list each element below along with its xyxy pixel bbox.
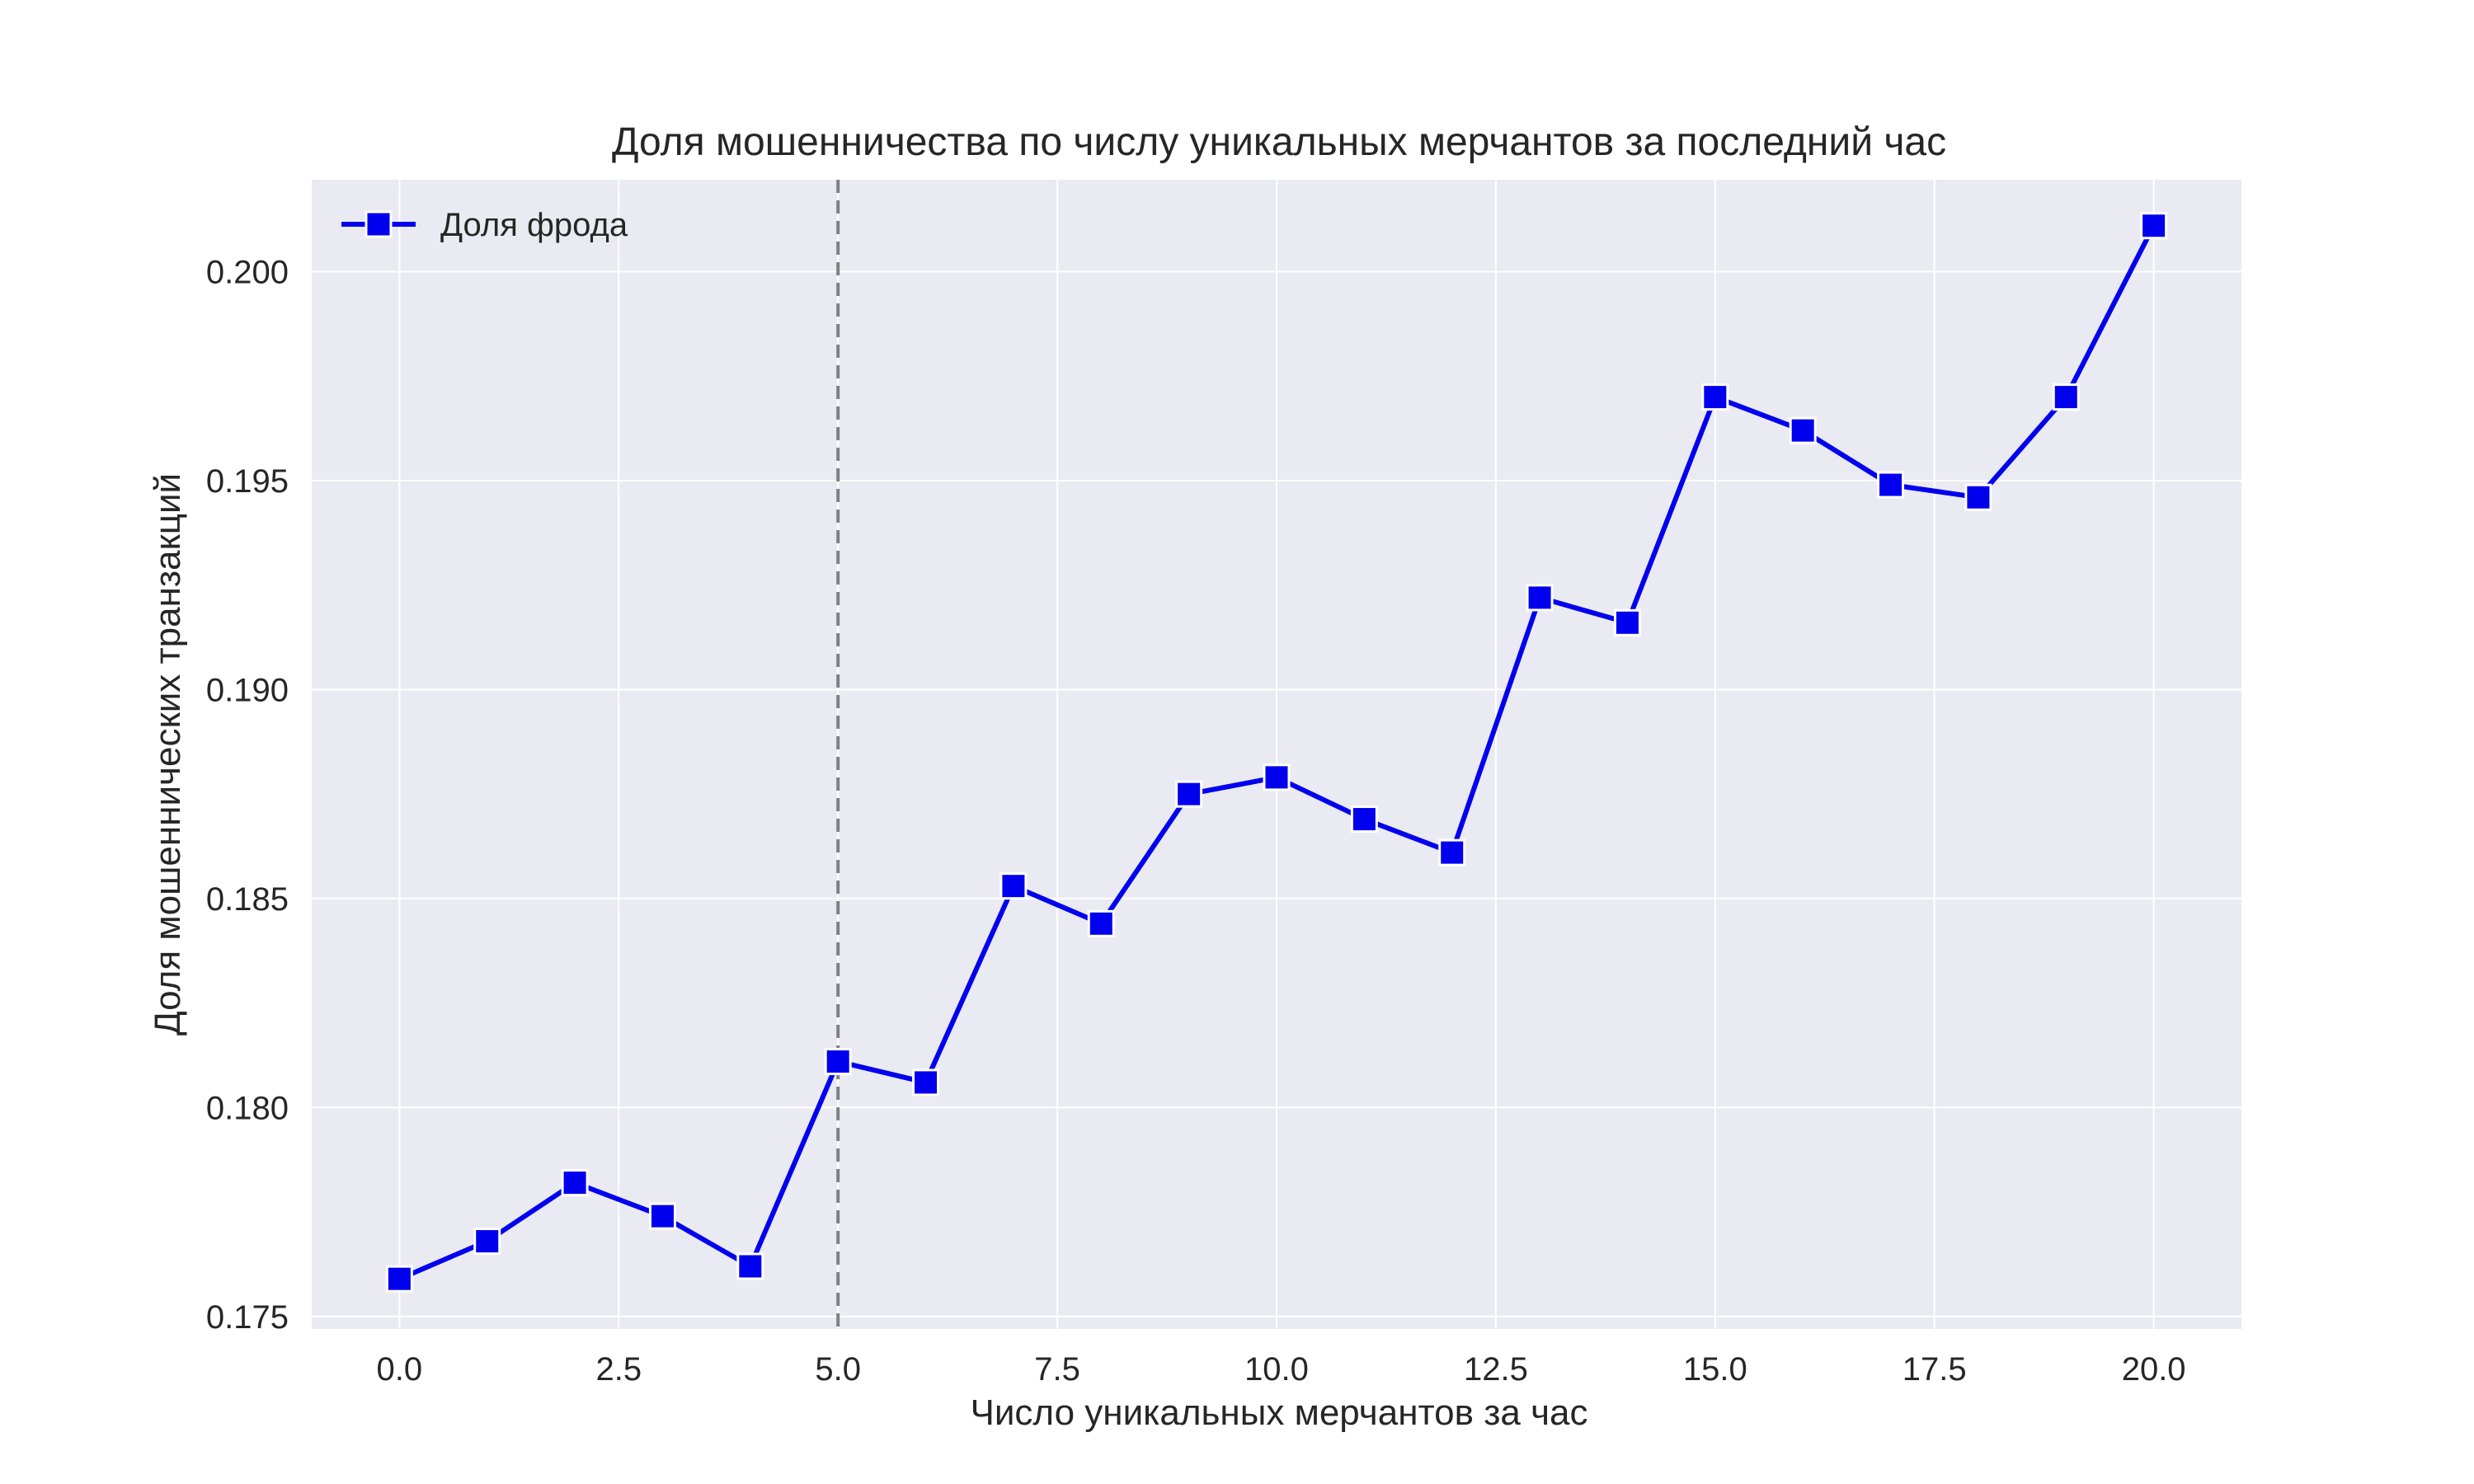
x-tick-label: 5.0 [815,1351,861,1388]
data-point-marker [385,1265,413,1293]
chart-title: Доля мошенничества по числу уникальных м… [612,120,1946,164]
data-point-marker [912,1068,940,1097]
data-point-marker [648,1202,676,1230]
series-group [385,212,2168,1293]
legend-marker-swatch [365,210,393,238]
data-point-marker [1263,763,1291,791]
data-point-marker [1175,780,1203,808]
data-point-marker [1877,471,1905,499]
data-point-marker [1526,584,1554,612]
data-point-marker [473,1228,501,1256]
x-tick-label: 10.0 [1244,1351,1309,1388]
y-tick-label: 0.185 [206,881,289,918]
data-point-marker [1350,805,1378,834]
x-tick-label: 12.5 [1464,1351,1528,1388]
data-point-marker [1964,483,1992,511]
y-tick-label: 0.180 [206,1090,289,1126]
x-tick-label: 17.5 [1903,1351,1967,1388]
y-tick-label: 0.195 [206,463,289,500]
data-point-marker [1087,909,1115,937]
x-axis-label: Число уникальных мерчантов за час [971,1392,1588,1433]
data-point-marker [1789,416,1817,444]
legend-label: Доля фрода [440,207,628,243]
data-point-marker [2140,212,2168,240]
legend: Доля фрода [341,207,628,243]
x-tick-label: 7.5 [1034,1351,1080,1388]
y-tick-label: 0.175 [206,1299,289,1336]
data-point-marker [1438,838,1466,866]
data-point-marker [2052,383,2080,411]
data-point-marker [1701,383,1729,411]
y-tick-label: 0.200 [206,255,289,291]
data-point-marker [999,872,1028,900]
x-tick-label: 15.0 [1683,1351,1747,1388]
x-tick-label: 2.5 [595,1351,642,1388]
data-point-marker [736,1252,764,1280]
plot-area: 0.0 2.5 5.0 7.5 10.0 12.5 15.0 17.5 20.0 0.175 0.1… [206,180,2241,1388]
x-tick-label: 0.0 [377,1351,423,1388]
data-point-marker [561,1169,589,1197]
y-tick-label: 0.190 [206,672,289,708]
data-point-marker [824,1048,852,1076]
data-point-marker [1613,608,1641,636]
y-axis-label: Доля мошеннических транзакций [148,473,188,1036]
x-tick-label: 20.0 [2122,1351,2186,1388]
